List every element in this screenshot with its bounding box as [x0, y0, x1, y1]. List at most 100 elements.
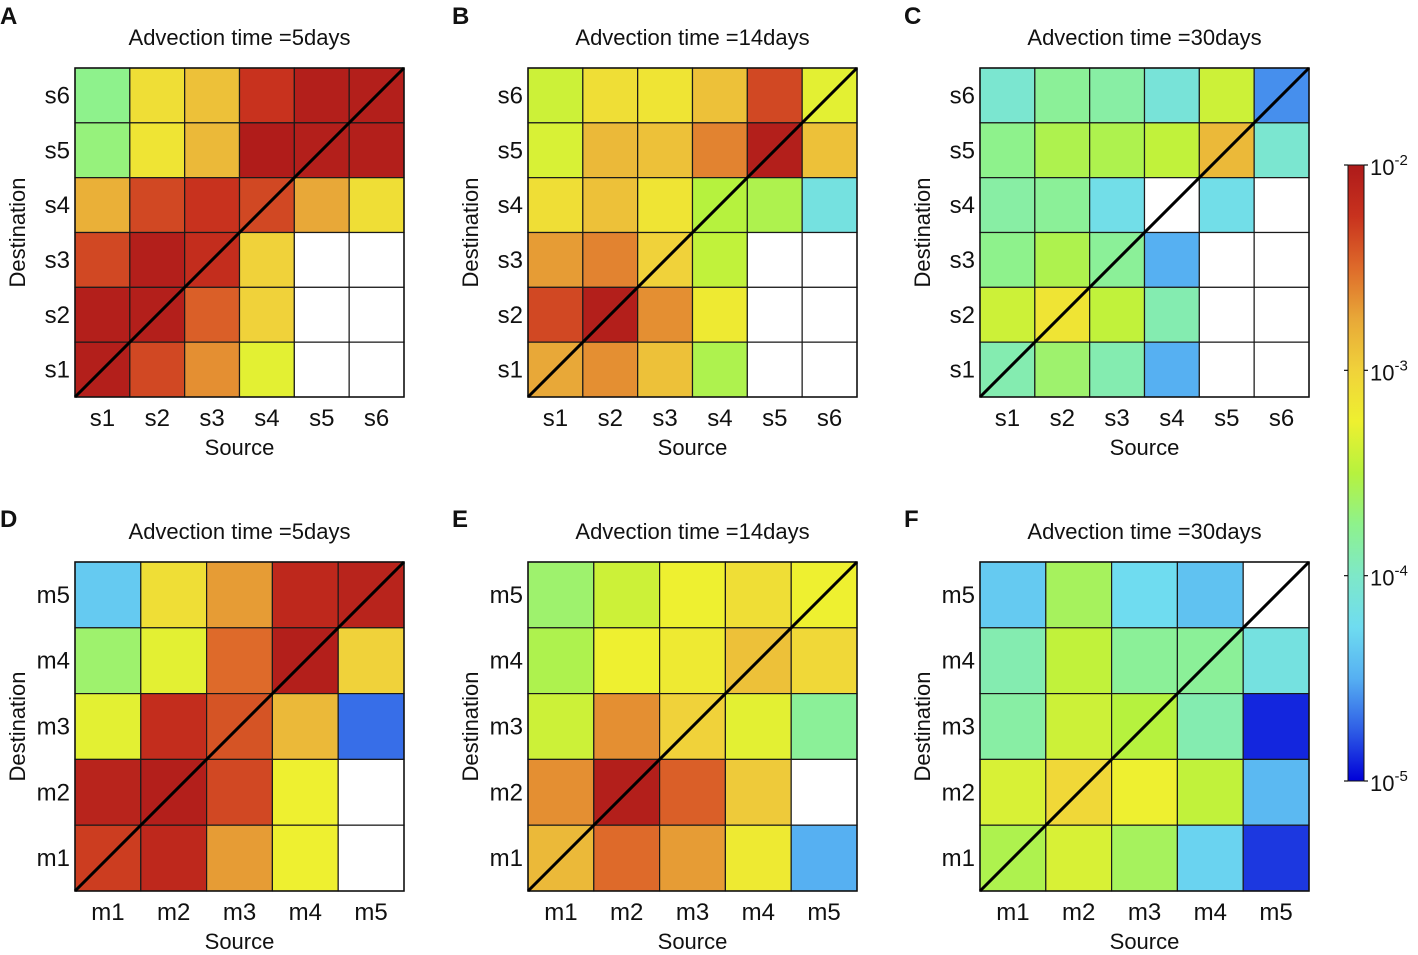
heatmap-cell [271, 824, 339, 892]
heatmap-cell [1253, 286, 1310, 343]
heatmap-cell [1034, 177, 1091, 234]
x-tick-label: m4 [1194, 899, 1227, 926]
heatmap-cell [582, 341, 639, 398]
heatmap-cell [337, 627, 405, 695]
heatmap-cell [348, 341, 405, 398]
panel-d: D Advection time =5days m1 m2 m3 m4 m5 m1 m2 m3 m4… [0, 506, 406, 954]
x-axis-label: Source [1110, 929, 1180, 954]
heatmap-cell [74, 758, 142, 826]
heatmap-cell [129, 67, 186, 124]
x-tick-label: m1 [996, 899, 1029, 926]
heatmap-cell [140, 692, 208, 760]
x-tick-label: s6 [817, 405, 842, 432]
panel-e: E Advection time =14days m1 m2 m3 m4 m5 m1 m2 m3 m… [452, 506, 859, 954]
heatmap-cell [746, 231, 803, 288]
y-tick-label: s1 [498, 357, 523, 384]
heatmap-cell [1176, 561, 1244, 629]
y-tick-label: s5 [498, 137, 523, 164]
heatmap-cell [658, 824, 726, 892]
heatmap-cell [1176, 692, 1244, 760]
heatmap-cell [129, 122, 186, 179]
x-tick-label: m2 [157, 899, 190, 926]
heatmap-cell [271, 758, 339, 826]
heatmap-cell [184, 286, 241, 343]
heatmap-cell [74, 561, 142, 629]
heatmap-cell [1089, 122, 1146, 179]
heatmap-cell [1089, 341, 1146, 398]
heatmap-cell [979, 177, 1036, 234]
heatmap-cell [129, 341, 186, 398]
x-tick-label: s4 [707, 405, 732, 432]
x-tick-label: s3 [652, 405, 677, 432]
heatmap-cell [1143, 341, 1200, 398]
x-tick-label: m1 [91, 899, 124, 926]
heatmap-cell [238, 341, 295, 398]
panel-title: Advection time =30days [1027, 519, 1261, 544]
x-tick-label: m2 [610, 899, 643, 926]
plot-frame [527, 67, 858, 398]
diagonal-line [978, 66, 1311, 399]
heatmap-cell [337, 824, 405, 892]
heatmap-cell [527, 758, 595, 826]
heatmap-cell [293, 341, 350, 398]
x-tick-label: s6 [364, 405, 389, 432]
heatmap-cell [238, 286, 295, 343]
heatmap-cell [1045, 824, 1113, 892]
heatmap-cell [1089, 67, 1146, 124]
heatmap-cell [979, 561, 1047, 629]
heatmap-cell [790, 627, 858, 695]
panel-letter: C [904, 3, 921, 30]
panel-letter: F [904, 506, 919, 533]
panel-letter: E [452, 506, 468, 533]
y-tick-label: m3 [490, 714, 523, 741]
heatmap-cell [348, 177, 405, 234]
heatmap-cell [746, 341, 803, 398]
heatmap-cell [790, 758, 858, 826]
heatmap-cell [658, 758, 726, 826]
panel-letter: A [0, 3, 17, 30]
heatmap-cell [691, 341, 748, 398]
x-tick-label: s3 [199, 405, 224, 432]
x-tick-label: m3 [676, 899, 709, 926]
panel-title: Advection time =5days [129, 519, 351, 544]
heatmap-cell [271, 692, 339, 760]
y-axis-label: Destination [5, 177, 30, 287]
x-tick-label: s2 [598, 405, 623, 432]
heatmap-cell [724, 758, 792, 826]
y-tick-label: s4 [498, 192, 523, 219]
heatmap-cell [1143, 122, 1200, 179]
x-tick-label: m5 [354, 899, 387, 926]
heatmap-cell [979, 67, 1036, 124]
heatmap-cell [184, 67, 241, 124]
heatmap-cell [140, 824, 208, 892]
x-axis-label: Source [658, 929, 728, 954]
heatmap-cell [801, 286, 858, 343]
heatmap-cell [527, 561, 595, 629]
heatmap-cell [1045, 692, 1113, 760]
x-tick-label: s4 [1159, 405, 1184, 432]
x-tick-label: s2 [145, 405, 170, 432]
y-tick-label: s5 [950, 137, 975, 164]
colorbar-tick-label: 10-5 [1370, 768, 1408, 796]
heatmap-cell [746, 177, 803, 234]
panel-title: Advection time =30days [1027, 25, 1261, 50]
heatmap-cell [348, 231, 405, 288]
y-axis-label: Destination [910, 671, 935, 781]
y-tick-label: s4 [950, 192, 975, 219]
heatmap-cell [337, 692, 405, 760]
x-tick-label: s1 [995, 405, 1020, 432]
heatmap-cell [1253, 341, 1310, 398]
x-tick-label: m2 [1062, 899, 1095, 926]
heatmap-cell [746, 67, 803, 124]
x-tick-label: m5 [1259, 899, 1292, 926]
x-tick-label: m3 [223, 899, 256, 926]
heatmap-cell [527, 67, 584, 124]
x-axis-label: Source [658, 435, 728, 460]
plot-frame [979, 561, 1310, 892]
x-tick-label: m3 [1128, 899, 1161, 926]
heatmap-cell [691, 231, 748, 288]
x-tick-label: s1 [90, 405, 115, 432]
x-axis-label: Source [205, 435, 275, 460]
heatmap-cell [1253, 177, 1310, 234]
panel-title: Advection time =14days [575, 519, 809, 544]
